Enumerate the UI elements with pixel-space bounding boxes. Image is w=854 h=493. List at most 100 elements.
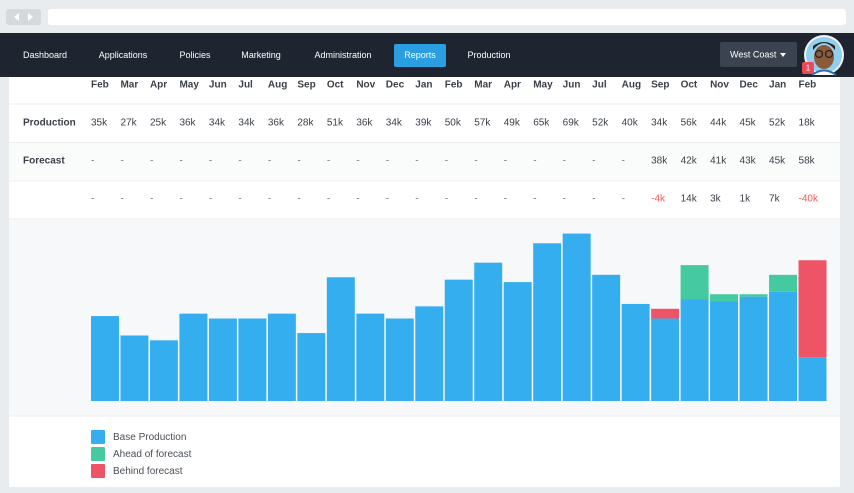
month: Dec <box>740 80 759 91</box>
cell: - <box>474 194 477 205</box>
legend-swatch <box>91 447 105 461</box>
cell: - <box>386 194 389 205</box>
cell: 14k <box>681 194 698 205</box>
cell: - <box>268 156 271 167</box>
month: Oct <box>327 80 344 91</box>
bar <box>208 318 237 401</box>
region-dropdown[interactable] <box>720 42 797 67</box>
cell: 36k <box>268 118 285 129</box>
nav-item[interactable]: Marketing <box>241 50 281 60</box>
cell: - <box>445 194 448 205</box>
bar <box>415 306 444 401</box>
badge-count: 1 <box>806 64 811 73</box>
cell: - <box>622 194 625 205</box>
cell: -4k <box>651 194 666 205</box>
cell: 25k <box>150 118 167 129</box>
cell: 52k <box>592 118 609 129</box>
avatar-shirt <box>811 69 837 76</box>
month: Nov <box>710 80 729 91</box>
bar <box>474 262 503 401</box>
bar <box>680 299 709 401</box>
cell: 58k <box>799 156 816 167</box>
avatar[interactable] <box>804 35 844 76</box>
bar <box>149 340 178 401</box>
cell: 34k <box>651 118 668 129</box>
bar <box>680 265 709 300</box>
nav-item[interactable]: Reports <box>404 50 436 60</box>
bar <box>562 233 591 401</box>
bar <box>179 313 208 401</box>
bar <box>710 301 739 401</box>
bar <box>533 243 562 401</box>
month: May <box>179 80 199 91</box>
nav-item[interactable]: Administration <box>314 50 371 60</box>
month: Feb <box>445 80 463 91</box>
month: Sep <box>297 80 315 91</box>
cell: - <box>297 156 300 167</box>
cell: 35k <box>91 118 108 129</box>
cell: - <box>533 194 536 205</box>
bar <box>592 274 621 401</box>
cell: 1k <box>740 194 752 205</box>
cell: 18k <box>799 118 816 129</box>
nav-active <box>394 44 446 67</box>
legend-label: Base Production <box>113 432 186 443</box>
cell: 56k <box>681 118 698 129</box>
cell: 44k <box>710 118 727 129</box>
cell: - <box>238 156 241 167</box>
cell: - <box>179 194 182 205</box>
cell: 41k <box>710 156 727 167</box>
month: Jul <box>592 80 607 91</box>
bar <box>710 294 739 302</box>
report: Feb Mar Apr May Jun Jul Aug Sep Oct Nov Dec Jan Feb M… <box>23 80 827 478</box>
cell: 38k <box>651 156 668 167</box>
cell: 69k <box>563 118 580 129</box>
cell: - <box>150 194 153 205</box>
nav-items: Dashboard Applications Policies Marketing Ad… <box>23 44 511 67</box>
legend-label: Behind forecast <box>113 466 183 477</box>
month: Aug <box>268 80 287 91</box>
month: Oct <box>681 80 698 91</box>
arrows <box>14 13 33 21</box>
nav-item[interactable]: Production <box>467 50 510 60</box>
cell: 34k <box>209 118 226 129</box>
history-buttons[interactable] <box>6 9 41 25</box>
cell: - <box>356 156 359 167</box>
month: Jan <box>769 80 786 91</box>
cell: 51k <box>327 118 344 129</box>
month: Apr <box>150 80 167 91</box>
nav-item[interactable]: Policies <box>179 50 211 60</box>
bar <box>238 318 267 401</box>
cell: - <box>386 156 389 167</box>
month: Mar <box>120 80 138 91</box>
month: Dec <box>386 80 405 91</box>
cell: 50k <box>445 118 462 129</box>
row-label: Production <box>23 118 76 129</box>
cell: 27k <box>120 118 137 129</box>
url-field[interactable] <box>48 9 846 25</box>
bar <box>267 313 296 401</box>
cell: - <box>563 156 566 167</box>
cell: - <box>297 194 300 205</box>
row-bg <box>9 143 840 181</box>
bar <box>120 335 149 401</box>
avatar-glasses <box>824 49 834 59</box>
cell: - <box>415 156 418 167</box>
cell: - <box>592 156 595 167</box>
bar <box>444 279 473 401</box>
nav-item[interactable]: Dashboard <box>23 50 67 60</box>
month: Sep <box>651 80 669 91</box>
cell: 36k <box>356 118 373 129</box>
nav-item[interactable]: Applications <box>99 50 148 60</box>
cell: 45k <box>740 118 757 129</box>
bar <box>356 313 385 401</box>
cell: 52k <box>769 118 786 129</box>
cell: 57k <box>474 118 491 129</box>
bar <box>769 274 798 292</box>
region-label: West Coast <box>730 49 777 59</box>
bar <box>739 294 768 297</box>
cell: - <box>120 194 123 205</box>
bar <box>651 318 680 401</box>
